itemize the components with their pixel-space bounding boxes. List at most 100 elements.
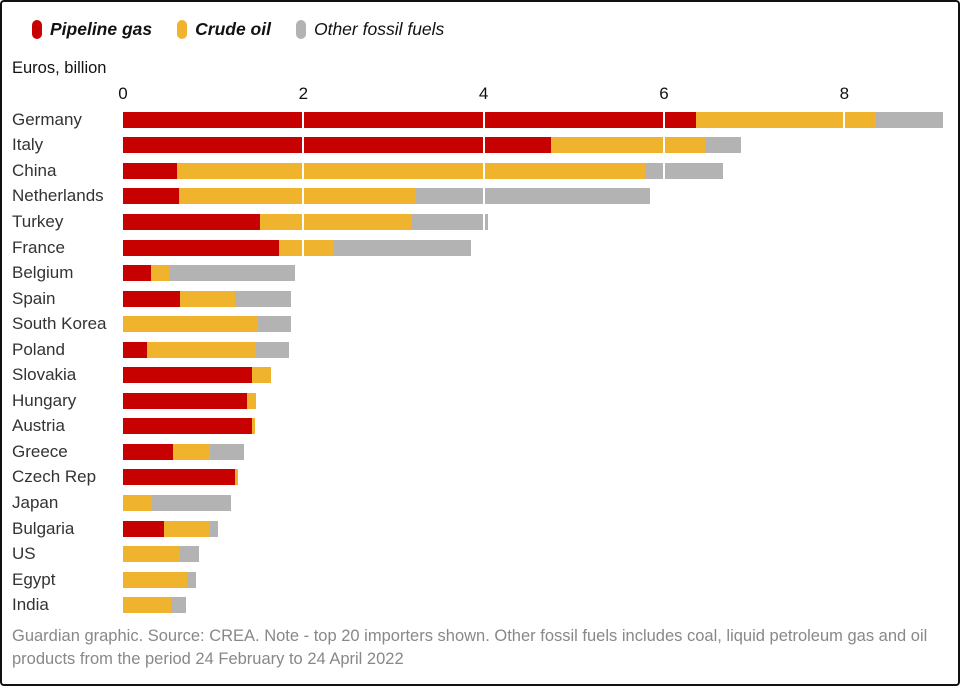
stacked-bar [123, 265, 948, 282]
chart-rows: Germany Italy China Netherlands Turkey France… [12, 107, 948, 618]
bar-segment [150, 265, 169, 282]
bar-segment [147, 341, 256, 358]
stacked-bar [123, 520, 948, 537]
stacked-bar [123, 290, 948, 307]
bar-segment [123, 443, 174, 460]
x-tick-label: 2 [298, 84, 309, 103]
row-label: France [12, 237, 65, 257]
bar-segment [177, 162, 646, 179]
row-label: Japan [12, 492, 59, 512]
bar-segment [123, 392, 247, 409]
source-note: Guardian graphic. Source: CREA. Note - t… [12, 627, 928, 668]
x-axis: 0 2 4 6 8 [118, 84, 948, 104]
bar-segment [123, 418, 252, 435]
bar-segment [178, 188, 417, 205]
chart-row: Bulgaria [12, 516, 948, 542]
row-label: South Korea [12, 314, 107, 334]
chart-row: India [12, 592, 948, 618]
row-label: Italy [12, 135, 44, 155]
chart-row: France [12, 235, 948, 261]
stacked-bar [123, 392, 948, 409]
chart-row: Spain [12, 286, 948, 312]
chart-row: Japan [12, 490, 948, 516]
bar-segment [123, 290, 180, 307]
legend-swatch-icon [295, 20, 306, 39]
bar-segment [260, 213, 413, 230]
legend-item-label: Pipeline gas [50, 19, 153, 39]
chart-row: Hungary [12, 388, 948, 414]
stacked-bar [123, 418, 948, 435]
bar-segment [123, 367, 252, 384]
row-label: Austria [12, 416, 65, 436]
x-tick-label: 8 [839, 84, 850, 103]
bar-segment [704, 137, 741, 154]
bar-segment [123, 494, 152, 511]
stacked-bar [123, 239, 948, 256]
stacked-bar [123, 137, 948, 154]
bar-segment [173, 443, 210, 460]
bar-segment [251, 418, 255, 435]
bar-segment [251, 367, 271, 384]
row-label: Czech Rep [12, 467, 97, 487]
legend-swatch-icon [32, 20, 42, 39]
bar-segment [170, 597, 187, 614]
chart-row: Greece [12, 439, 948, 465]
bar-segment [179, 290, 235, 307]
row-label: Greece [12, 441, 68, 461]
stacked-bar [123, 571, 948, 588]
bar-segment [123, 239, 279, 256]
chart-row: Turkey [12, 209, 948, 235]
bar-segment [551, 137, 705, 154]
chart-row: Slovakia [12, 362, 948, 388]
row-label: Egypt [12, 569, 56, 589]
row-label: Netherlands [12, 186, 104, 206]
row-label: Germany [12, 109, 82, 129]
bar-segment [123, 571, 188, 588]
chart-row: Italy [12, 133, 948, 159]
bar-segment [123, 597, 171, 614]
bar-segment [123, 111, 696, 128]
chart-row: Germany [12, 107, 948, 133]
legend-item: Crude oil [177, 19, 271, 40]
chart-row: Austria [12, 414, 948, 440]
stacked-bar [123, 494, 948, 511]
bar-segment [179, 546, 199, 563]
row-label: US [12, 544, 36, 564]
stacked-bar [123, 367, 948, 384]
stacked-bar [123, 443, 948, 460]
chart-row: US [12, 541, 948, 567]
legend-item-label: Crude oil [195, 19, 271, 39]
bar-segment [123, 162, 178, 179]
bar-segment [234, 469, 238, 486]
bar-segment [695, 111, 876, 128]
legend-swatch-icon [177, 20, 188, 39]
chart-row: China [12, 158, 948, 184]
legend-item: Other fossil fuels [295, 19, 444, 40]
stacked-bar [123, 213, 948, 230]
bar-segment [234, 290, 291, 307]
axis-unit-label: Euros, billion [12, 59, 107, 77]
bar-segment [123, 520, 165, 537]
bar-segment [416, 188, 651, 205]
bar-segment [123, 316, 259, 333]
bar-segment [209, 443, 244, 460]
chart-row: Czech Rep [12, 465, 948, 491]
bar-segment [246, 392, 256, 409]
bar-segment [255, 341, 289, 358]
row-label: Belgium [12, 263, 74, 283]
stacked-bar [123, 597, 948, 614]
bar-segment [412, 213, 489, 230]
stacked-bar [123, 546, 948, 563]
row-label: Hungary [12, 390, 77, 410]
bar-segment [123, 188, 179, 205]
bar-segment [123, 469, 235, 486]
bar-segment [123, 341, 148, 358]
bar-segment [210, 520, 218, 537]
chart-row: South Korea [12, 311, 948, 337]
bar-segment [333, 239, 472, 256]
row-label: Poland [12, 339, 65, 359]
bar-segment [258, 316, 291, 333]
stacked-bar [123, 188, 948, 205]
bar-segment [875, 111, 944, 128]
